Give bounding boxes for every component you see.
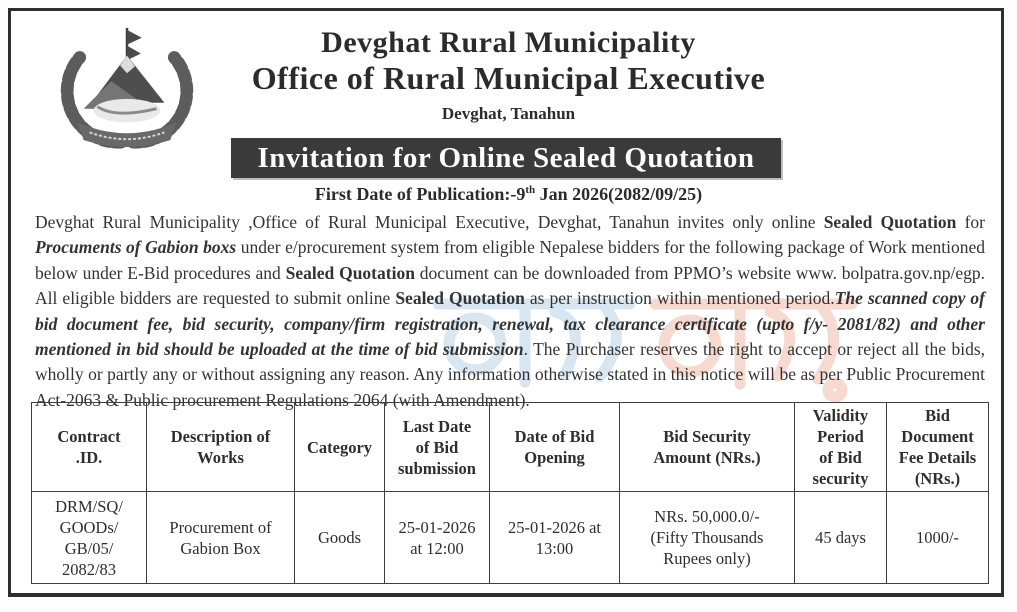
mountain-snow [120, 55, 135, 74]
cell-description: Procurement of Gabion Box [146, 491, 295, 584]
notice-text-segment: Sealed Quotation [395, 288, 525, 309]
header-doc-fee: Bid Document Fee Details (NRs.) [886, 402, 989, 492]
cell-bid-security: NRs. 50,000.0/- (Fifty Thousands Rupees … [619, 491, 795, 584]
table-header-row: Contract .ID. Description of Works Categ… [31, 402, 989, 492]
notice-text-segment: Procuments of Gabion boxs [35, 237, 237, 258]
header-last-date: Last Date of Bid submission [384, 402, 490, 492]
publication-ordinal: th [525, 184, 536, 196]
header-description: Description of Works [146, 402, 295, 492]
notice-title-banner: Invitation for Online Sealed Quotation [231, 138, 781, 178]
org-location: Devghat, Tanahun [441, 104, 576, 123]
ribbon-banner [77, 122, 177, 148]
notice-paragraph: Devghat Rural Municipality ,Office of Ru… [35, 210, 985, 413]
notice-text-segment: under e/procurement system from eligible… [35, 237, 985, 283]
valley [93, 98, 161, 123]
cell-contract-id: DRM/SQ/ GOODs/ GB/05/ 2082/83 [31, 491, 147, 584]
notice-text-segment: Devghat Rural Municipality ,Office of Ru… [35, 212, 824, 232]
notice-text-segment: document can be downloaded from PPMO’s w… [35, 262, 985, 309]
cell-doc-fee: 1000/- [886, 491, 989, 584]
ribbon-text-squiggle [89, 131, 165, 141]
table-data-row: DRM/SQ/ GOODs/ GB/05/ 2082/83 Procuremen… [31, 491, 989, 584]
publication-date-line: First Date of Publication:-9th Jan 2026(… [0, 184, 1017, 205]
office-name: Office of Rural Municipal Executive [251, 60, 766, 96]
cell-validity: 45 days [794, 491, 887, 584]
notice-text-segment: Sealed Quotation [285, 262, 415, 283]
header-bid-security: Bid Security Amount (NRs.) [619, 402, 795, 492]
notice-text-segment: The scanned copy of bid document fee, bi… [35, 288, 985, 360]
cell-category: Goods [294, 491, 385, 584]
cell-opening-date: 25-01-2026 at 13:00 [489, 491, 620, 584]
header-opening-date: Date of Bid Opening [489, 402, 620, 492]
org-name: Devghat Rural Municipality [321, 26, 696, 59]
header-contract-id: Contract .ID. [31, 402, 147, 492]
publication-suffix: Jan 2026(2082/09/25) [535, 184, 703, 204]
river [96, 105, 157, 115]
tender-table: Contract .ID. Description of Works Categ… [31, 402, 989, 584]
header-category: Category [294, 402, 385, 492]
notice-text-segment: for [956, 212, 985, 232]
publication-prefix: First Date of Publication:-9 [314, 184, 526, 204]
notice-text-segment: as per instruction within mentioned peri… [524, 288, 835, 309]
notice-text-segment: Sealed Quotation [823, 212, 957, 232]
header-validity: Validity Period of Bid security [794, 402, 887, 492]
cell-last-date: 25-01-2026 at 12:00 [384, 491, 490, 584]
nepal-emblem-logo [60, 27, 194, 149]
